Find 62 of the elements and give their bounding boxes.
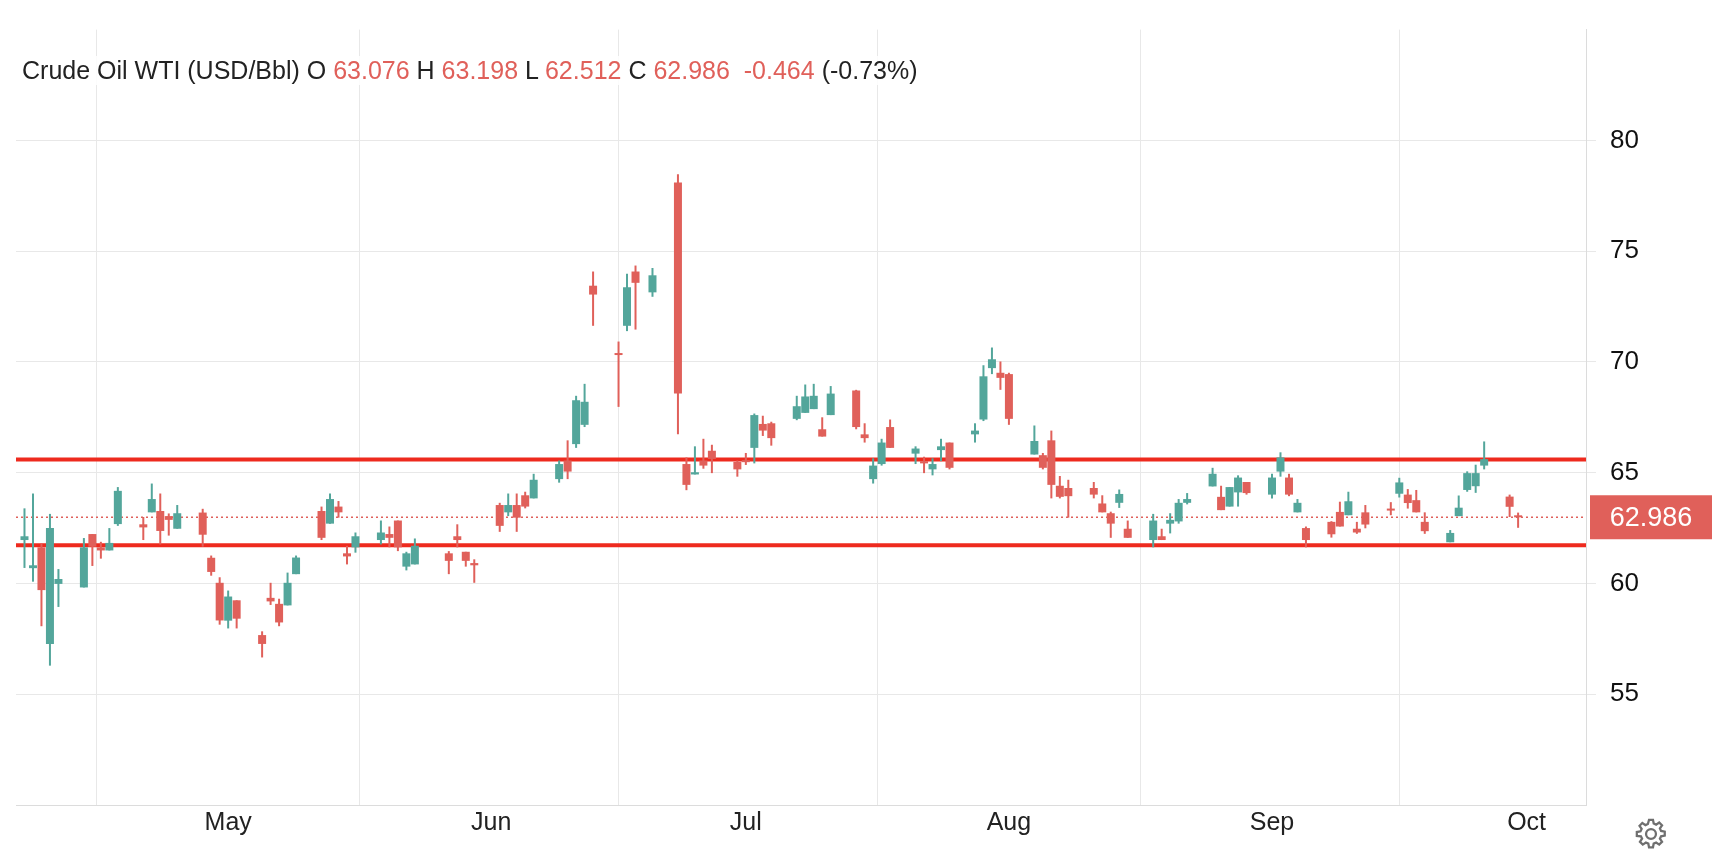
x-tick-label: Jul [729, 806, 762, 835]
candlestick [1301, 525, 1310, 549]
y-tick-label: 65 [1610, 455, 1639, 486]
candlestick [529, 472, 538, 500]
candlestick [1115, 488, 1124, 509]
candlestick [351, 531, 360, 554]
y-tick-label: 80 [1610, 123, 1639, 154]
candlestick [275, 597, 284, 628]
candlestick [1505, 493, 1514, 518]
candlestick [818, 416, 827, 438]
candlestick [1361, 504, 1370, 530]
candlestick [1276, 451, 1285, 478]
candlestick [648, 266, 657, 298]
candlestick [614, 340, 623, 408]
x-tick-label: May [204, 806, 253, 835]
candlestick [147, 482, 156, 514]
candlestick [699, 437, 708, 470]
x-tick-label: Sep [1249, 806, 1295, 835]
candlestick [88, 533, 97, 567]
candlestick [682, 456, 691, 492]
candlestick [555, 459, 564, 484]
candlestick [342, 544, 351, 566]
y-tick-label: 75 [1610, 234, 1639, 265]
x-tick-label: Jun [471, 806, 512, 835]
candlestick [1395, 476, 1404, 499]
candlestick [453, 523, 462, 549]
candlestick [232, 599, 241, 630]
candlestick [376, 519, 385, 546]
candlestick [707, 443, 716, 475]
candlestick [1480, 440, 1489, 471]
candlestick [937, 437, 946, 463]
text: O 63.076 H 63.198 L 62.512 C 62.986 -0.464 (-0.73%) [306, 56, 918, 84]
candlestick [563, 439, 572, 481]
candlestick [631, 264, 640, 331]
ref-line-label: 62.986 [1609, 501, 1693, 532]
candlestick [283, 571, 292, 607]
candlestick [504, 492, 513, 518]
candlestick [1268, 472, 1276, 500]
y-tick-label: 60 [1610, 566, 1639, 597]
x-tick-label: Oct [1507, 806, 1547, 835]
candlestick [173, 504, 182, 530]
candlestick [877, 437, 886, 467]
candlestick [495, 501, 504, 533]
candlestick [987, 346, 996, 376]
candlestick [886, 418, 895, 449]
candlestick [1217, 484, 1226, 512]
candlestick [826, 385, 835, 417]
candlestick [20, 507, 29, 569]
candlestick [1030, 424, 1039, 456]
candlestick [869, 457, 878, 485]
candlestick [258, 630, 267, 659]
text: Crude Oil WTI (USD/Bbl) [22, 56, 300, 84]
candlestick [444, 550, 453, 576]
candlestick [1149, 512, 1158, 549]
candlestick [207, 554, 216, 577]
candlestick [589, 270, 598, 327]
x-tick-label: Aug [986, 806, 1032, 835]
candlestick [28, 492, 37, 583]
y-tick-label: 55 [1610, 677, 1639, 708]
candlestick [860, 422, 869, 444]
y-tick-label: 70 [1610, 345, 1639, 376]
candlestick [1284, 472, 1293, 498]
